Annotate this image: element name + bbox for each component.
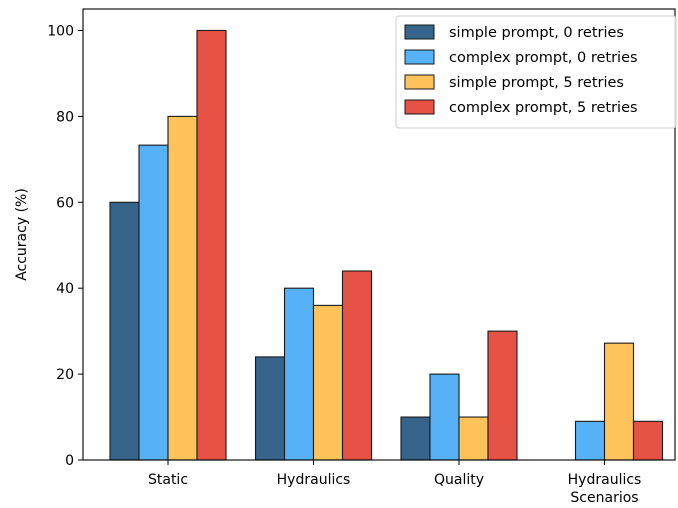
bar-2-1 bbox=[138, 144, 169, 461]
bar-3-3 bbox=[458, 416, 489, 461]
y-tick-label-80: 80 bbox=[56, 109, 74, 125]
legend-swatch-1 bbox=[404, 24, 435, 40]
bar-1-3 bbox=[400, 416, 431, 461]
bar-3-4 bbox=[603, 342, 635, 461]
bar-4-3 bbox=[487, 330, 518, 461]
y-tick-label-60: 60 bbox=[56, 195, 74, 211]
y-axis-label: Accuracy (%) bbox=[14, 188, 30, 281]
bar-3-2 bbox=[312, 304, 344, 461]
x-tick-label-line: Quality bbox=[434, 472, 484, 488]
y-tick-label-40: 40 bbox=[56, 281, 74, 297]
y-tick-label-20: 20 bbox=[56, 367, 74, 383]
x-tick-label-2: Hydraulics bbox=[277, 472, 351, 488]
x-tick-label-line: Scenarios bbox=[570, 490, 638, 506]
legend-swatch-2 bbox=[404, 49, 435, 65]
legend-label-2: complex prompt, 0 retries bbox=[449, 50, 638, 66]
bar-1-2 bbox=[254, 356, 286, 461]
y-tick-label-100: 100 bbox=[47, 23, 74, 39]
legend: simple prompt, 0 retries complex prompt, … bbox=[395, 15, 677, 129]
y-tick-label-0: 0 bbox=[65, 453, 74, 469]
legend-swatch-4 bbox=[404, 99, 435, 115]
legend-box bbox=[395, 15, 677, 129]
bar-4-2 bbox=[341, 270, 373, 461]
bar-1-1 bbox=[109, 201, 140, 461]
bar-4-1 bbox=[196, 29, 227, 461]
bar-2-4 bbox=[574, 420, 606, 461]
bars-layer bbox=[109, 29, 664, 461]
plot-frame bbox=[82, 8, 676, 461]
legend-label-3: simple prompt, 5 retries bbox=[449, 75, 624, 91]
bar-2-3 bbox=[429, 373, 460, 461]
x-tick-label-1: Static bbox=[148, 472, 188, 488]
axes-layer: 0 20 40 60 80 100 Static Hydraulics Quality Hydra… bbox=[14, 8, 676, 506]
bar-4-4 bbox=[632, 420, 664, 461]
x-tick-label-line: Hydraulics bbox=[277, 472, 351, 488]
x-tick-label-4: Hydraulics Scenarios bbox=[568, 472, 642, 506]
x-tick-label-line: Static bbox=[148, 472, 188, 488]
legend-label-4: complex prompt, 5 retries bbox=[449, 100, 638, 116]
bar-3-1 bbox=[167, 115, 198, 461]
legend-label-1: simple prompt, 0 retries bbox=[449, 25, 624, 41]
bar-2-2 bbox=[283, 287, 315, 461]
x-tick-label-3: Quality bbox=[434, 472, 484, 488]
x-tick-label-line: Hydraulics bbox=[568, 472, 642, 488]
legend-swatch-3 bbox=[404, 74, 435, 90]
